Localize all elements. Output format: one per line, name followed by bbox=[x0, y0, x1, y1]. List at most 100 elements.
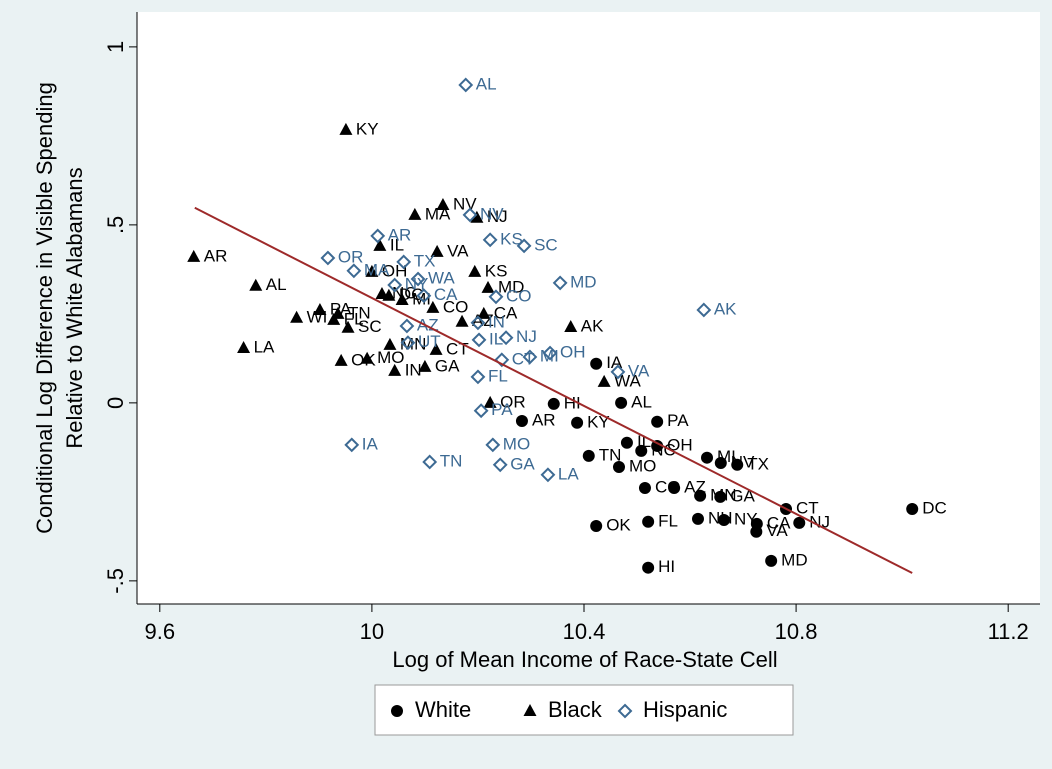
point-label: NV bbox=[480, 204, 504, 223]
point-label: NC bbox=[651, 440, 676, 459]
point bbox=[365, 264, 379, 277]
point-label: NJ bbox=[809, 512, 830, 531]
point bbox=[373, 238, 387, 251]
point-label: OR bbox=[338, 247, 364, 266]
point bbox=[701, 451, 714, 464]
x-tick-label: 10 bbox=[360, 619, 384, 644]
point-label: MA bbox=[364, 260, 390, 279]
point-label: MO bbox=[377, 348, 404, 367]
point-label: CA bbox=[434, 285, 458, 304]
point bbox=[590, 357, 603, 370]
point bbox=[418, 359, 432, 372]
point-label: WA bbox=[428, 268, 455, 287]
point bbox=[612, 460, 625, 473]
point bbox=[470, 315, 486, 331]
point bbox=[498, 330, 514, 346]
point-label: MD bbox=[570, 272, 596, 291]
point-label: GA bbox=[730, 486, 755, 505]
point bbox=[430, 244, 444, 257]
point-label: KY bbox=[587, 412, 610, 431]
y-tick-label: -.5 bbox=[103, 568, 128, 594]
point-label: GA bbox=[435, 356, 460, 375]
point bbox=[750, 525, 763, 538]
fit-line bbox=[194, 206, 913, 574]
point bbox=[477, 306, 491, 319]
point bbox=[488, 289, 504, 305]
point bbox=[638, 481, 651, 494]
x-tick-label: 10.8 bbox=[775, 619, 818, 644]
point bbox=[542, 345, 558, 361]
point-label: NY bbox=[405, 275, 429, 294]
point-label: AL bbox=[266, 275, 287, 294]
point bbox=[540, 467, 556, 483]
point bbox=[470, 369, 486, 385]
point bbox=[468, 264, 482, 277]
point bbox=[426, 300, 440, 313]
point-label: OK bbox=[606, 516, 631, 535]
point bbox=[408, 207, 422, 220]
legend-marker bbox=[523, 704, 537, 716]
point-label: WI bbox=[307, 307, 328, 326]
point bbox=[187, 249, 201, 262]
point-label: AK bbox=[714, 299, 737, 318]
point bbox=[522, 349, 538, 365]
point-label: TX bbox=[747, 454, 769, 473]
point-label: MO bbox=[503, 434, 530, 453]
point bbox=[470, 210, 484, 223]
point bbox=[382, 288, 396, 301]
point-label: CO bbox=[506, 286, 532, 305]
point-label: IL bbox=[390, 235, 404, 254]
point-label: DC bbox=[922, 498, 947, 517]
point-label: VA bbox=[447, 241, 469, 260]
point bbox=[696, 302, 712, 318]
point-label: CA bbox=[494, 303, 518, 322]
point-label: LA bbox=[254, 338, 275, 357]
point bbox=[249, 278, 263, 291]
point bbox=[906, 502, 919, 515]
point-label: VA bbox=[766, 521, 788, 540]
plot-area bbox=[137, 12, 1040, 604]
point bbox=[387, 277, 403, 293]
point bbox=[615, 396, 628, 409]
point bbox=[714, 457, 727, 470]
point-label: KS bbox=[485, 261, 508, 280]
point bbox=[691, 512, 704, 525]
point-label: OH bbox=[667, 435, 693, 454]
point bbox=[515, 415, 528, 428]
point-label: MO bbox=[629, 456, 656, 475]
point-label: HI bbox=[658, 557, 675, 576]
point bbox=[320, 250, 336, 266]
x-axis-title: Log of Mean Income of Race-State Cell bbox=[392, 647, 777, 672]
point bbox=[516, 238, 532, 254]
point bbox=[481, 280, 495, 293]
point bbox=[339, 122, 353, 135]
point bbox=[237, 341, 251, 354]
point bbox=[455, 314, 469, 327]
point-label: IL bbox=[489, 329, 503, 348]
point bbox=[635, 444, 648, 457]
point bbox=[290, 310, 304, 323]
point-label: IA bbox=[362, 434, 379, 453]
point bbox=[370, 228, 386, 244]
legend-marker bbox=[391, 705, 403, 717]
point bbox=[651, 439, 664, 452]
point-label: PA bbox=[667, 411, 689, 430]
point bbox=[471, 332, 487, 348]
point-label: AR bbox=[204, 246, 228, 265]
point bbox=[346, 263, 362, 279]
point bbox=[642, 561, 655, 574]
point bbox=[483, 395, 497, 408]
point bbox=[388, 363, 402, 376]
point bbox=[485, 437, 501, 453]
point bbox=[547, 397, 560, 410]
point bbox=[668, 481, 681, 494]
point-label: MD bbox=[781, 550, 807, 569]
x-tick-label: 9.6 bbox=[145, 619, 176, 644]
point-label: VA bbox=[628, 361, 650, 380]
point bbox=[552, 275, 568, 291]
point-label: AR bbox=[388, 225, 412, 244]
point bbox=[620, 436, 633, 449]
point-label: GA bbox=[510, 454, 535, 473]
point bbox=[395, 292, 409, 305]
